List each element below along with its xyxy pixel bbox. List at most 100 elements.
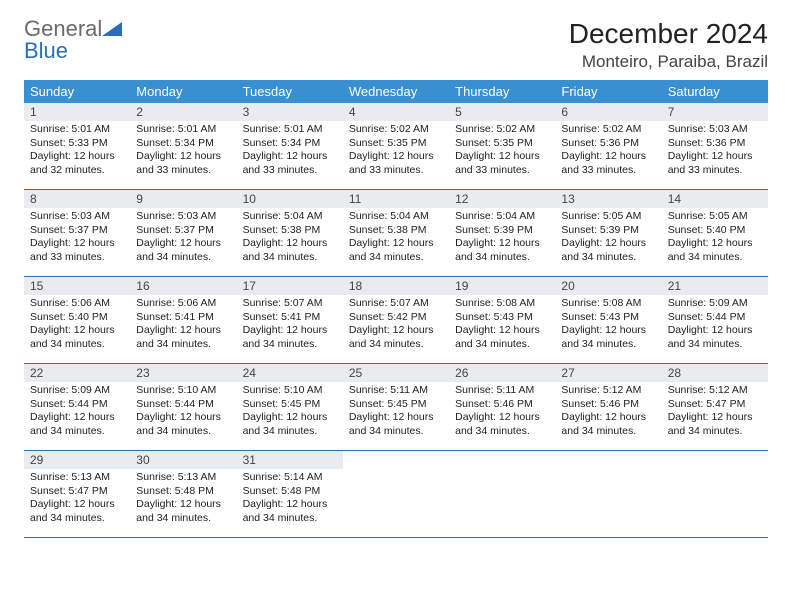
calendar-day-cell: 30Sunrise: 5:13 AMSunset: 5:48 PMDayligh… [130, 451, 236, 538]
sunset-text: Sunset: 5:40 PM [30, 311, 124, 325]
daylight-text-1: Daylight: 12 hours [455, 150, 549, 164]
daylight-text-1: Daylight: 12 hours [668, 324, 762, 338]
sunrise-text: Sunrise: 5:03 AM [668, 123, 762, 137]
daylight-text-2: and 34 minutes. [30, 512, 124, 526]
day-number: 6 [555, 103, 661, 121]
calendar-day-cell: 8Sunrise: 5:03 AMSunset: 5:37 PMDaylight… [24, 190, 130, 277]
calendar-day-cell: 10Sunrise: 5:04 AMSunset: 5:38 PMDayligh… [237, 190, 343, 277]
day-number: 13 [555, 190, 661, 208]
day-number: 24 [237, 364, 343, 382]
sunset-text: Sunset: 5:44 PM [30, 398, 124, 412]
daylight-text-2: and 34 minutes. [243, 338, 337, 352]
daylight-text-1: Daylight: 12 hours [349, 324, 443, 338]
day-number: 25 [343, 364, 449, 382]
daylight-text-2: and 33 minutes. [30, 251, 124, 265]
day-info: Sunrise: 5:07 AMSunset: 5:41 PMDaylight:… [237, 295, 343, 355]
day-info: Sunrise: 5:08 AMSunset: 5:43 PMDaylight:… [449, 295, 555, 355]
calendar-day-cell: 6Sunrise: 5:02 AMSunset: 5:36 PMDaylight… [555, 103, 661, 190]
daylight-text-2: and 34 minutes. [30, 338, 124, 352]
daylight-text-2: and 34 minutes. [561, 251, 655, 265]
daylight-text-1: Daylight: 12 hours [349, 411, 443, 425]
daylight-text-1: Daylight: 12 hours [243, 498, 337, 512]
day-info: Sunrise: 5:10 AMSunset: 5:44 PMDaylight:… [130, 382, 236, 442]
daylight-text-2: and 33 minutes. [243, 164, 337, 178]
daylight-text-2: and 34 minutes. [243, 425, 337, 439]
calendar-page: General Blue December 2024 Monteiro, Par… [0, 0, 792, 556]
sunset-text: Sunset: 5:47 PM [30, 485, 124, 499]
daylight-text-2: and 34 minutes. [668, 251, 762, 265]
daylight-text-2: and 34 minutes. [668, 338, 762, 352]
day-info: Sunrise: 5:02 AMSunset: 5:35 PMDaylight:… [449, 121, 555, 181]
sunset-text: Sunset: 5:40 PM [668, 224, 762, 238]
sunset-text: Sunset: 5:34 PM [243, 137, 337, 151]
day-info: Sunrise: 5:14 AMSunset: 5:48 PMDaylight:… [237, 469, 343, 529]
day-info: Sunrise: 5:01 AMSunset: 5:34 PMDaylight:… [237, 121, 343, 181]
weekday-header: Sunday [24, 80, 130, 103]
day-info: Sunrise: 5:05 AMSunset: 5:40 PMDaylight:… [662, 208, 768, 268]
day-info: Sunrise: 5:10 AMSunset: 5:45 PMDaylight:… [237, 382, 343, 442]
calendar-day-cell: 4Sunrise: 5:02 AMSunset: 5:35 PMDaylight… [343, 103, 449, 190]
sunset-text: Sunset: 5:42 PM [349, 311, 443, 325]
day-number: 18 [343, 277, 449, 295]
calendar-day-cell: 3Sunrise: 5:01 AMSunset: 5:34 PMDaylight… [237, 103, 343, 190]
day-info: Sunrise: 5:04 AMSunset: 5:38 PMDaylight:… [237, 208, 343, 268]
day-info: Sunrise: 5:03 AMSunset: 5:36 PMDaylight:… [662, 121, 768, 181]
calendar-week-row: 15Sunrise: 5:06 AMSunset: 5:40 PMDayligh… [24, 277, 768, 364]
sunset-text: Sunset: 5:38 PM [349, 224, 443, 238]
sunrise-text: Sunrise: 5:10 AM [243, 384, 337, 398]
day-info: Sunrise: 5:06 AMSunset: 5:41 PMDaylight:… [130, 295, 236, 355]
sunset-text: Sunset: 5:46 PM [561, 398, 655, 412]
daylight-text-2: and 33 minutes. [136, 164, 230, 178]
day-info: Sunrise: 5:09 AMSunset: 5:44 PMDaylight:… [24, 382, 130, 442]
sunset-text: Sunset: 5:44 PM [668, 311, 762, 325]
calendar-day-cell: 21Sunrise: 5:09 AMSunset: 5:44 PMDayligh… [662, 277, 768, 364]
header-row: General Blue December 2024 Monteiro, Par… [24, 18, 768, 72]
day-number: 10 [237, 190, 343, 208]
day-number: 4 [343, 103, 449, 121]
daylight-text-1: Daylight: 12 hours [136, 237, 230, 251]
day-number: 20 [555, 277, 661, 295]
daylight-text-1: Daylight: 12 hours [30, 324, 124, 338]
sunrise-text: Sunrise: 5:13 AM [30, 471, 124, 485]
calendar-day-cell: 2Sunrise: 5:01 AMSunset: 5:34 PMDaylight… [130, 103, 236, 190]
day-info: Sunrise: 5:11 AMSunset: 5:45 PMDaylight:… [343, 382, 449, 442]
sunset-text: Sunset: 5:34 PM [136, 137, 230, 151]
day-info: Sunrise: 5:12 AMSunset: 5:47 PMDaylight:… [662, 382, 768, 442]
calendar-day-cell: 27Sunrise: 5:12 AMSunset: 5:46 PMDayligh… [555, 364, 661, 451]
day-number: 27 [555, 364, 661, 382]
day-number: 26 [449, 364, 555, 382]
daylight-text-1: Daylight: 12 hours [30, 150, 124, 164]
day-number: 14 [662, 190, 768, 208]
sunset-text: Sunset: 5:44 PM [136, 398, 230, 412]
day-number: 16 [130, 277, 236, 295]
day-number: 28 [662, 364, 768, 382]
daylight-text-1: Daylight: 12 hours [561, 150, 655, 164]
calendar-table: Sunday Monday Tuesday Wednesday Thursday… [24, 80, 768, 538]
day-number: 21 [662, 277, 768, 295]
calendar-day-cell: 11Sunrise: 5:04 AMSunset: 5:38 PMDayligh… [343, 190, 449, 277]
daylight-text-2: and 34 minutes. [349, 251, 443, 265]
day-number: 2 [130, 103, 236, 121]
sunrise-text: Sunrise: 5:14 AM [243, 471, 337, 485]
day-number: 9 [130, 190, 236, 208]
day-info: Sunrise: 5:03 AMSunset: 5:37 PMDaylight:… [130, 208, 236, 268]
calendar-day-cell: 7Sunrise: 5:03 AMSunset: 5:36 PMDaylight… [662, 103, 768, 190]
sunset-text: Sunset: 5:36 PM [668, 137, 762, 151]
weekday-header: Friday [555, 80, 661, 103]
calendar-day-cell: 29Sunrise: 5:13 AMSunset: 5:47 PMDayligh… [24, 451, 130, 538]
daylight-text-2: and 32 minutes. [30, 164, 124, 178]
sunrise-text: Sunrise: 5:06 AM [136, 297, 230, 311]
daylight-text-2: and 34 minutes. [561, 425, 655, 439]
calendar-day-cell: .. [662, 451, 768, 538]
sunset-text: Sunset: 5:35 PM [349, 137, 443, 151]
sunset-text: Sunset: 5:43 PM [561, 311, 655, 325]
brand-logo: General Blue [24, 18, 122, 62]
calendar-day-cell: 16Sunrise: 5:06 AMSunset: 5:41 PMDayligh… [130, 277, 236, 364]
sunrise-text: Sunrise: 5:01 AM [136, 123, 230, 137]
daylight-text-2: and 33 minutes. [668, 164, 762, 178]
calendar-week-row: 22Sunrise: 5:09 AMSunset: 5:44 PMDayligh… [24, 364, 768, 451]
daylight-text-2: and 34 minutes. [243, 251, 337, 265]
day-number: 31 [237, 451, 343, 469]
day-number: 17 [237, 277, 343, 295]
daylight-text-2: and 34 minutes. [455, 338, 549, 352]
